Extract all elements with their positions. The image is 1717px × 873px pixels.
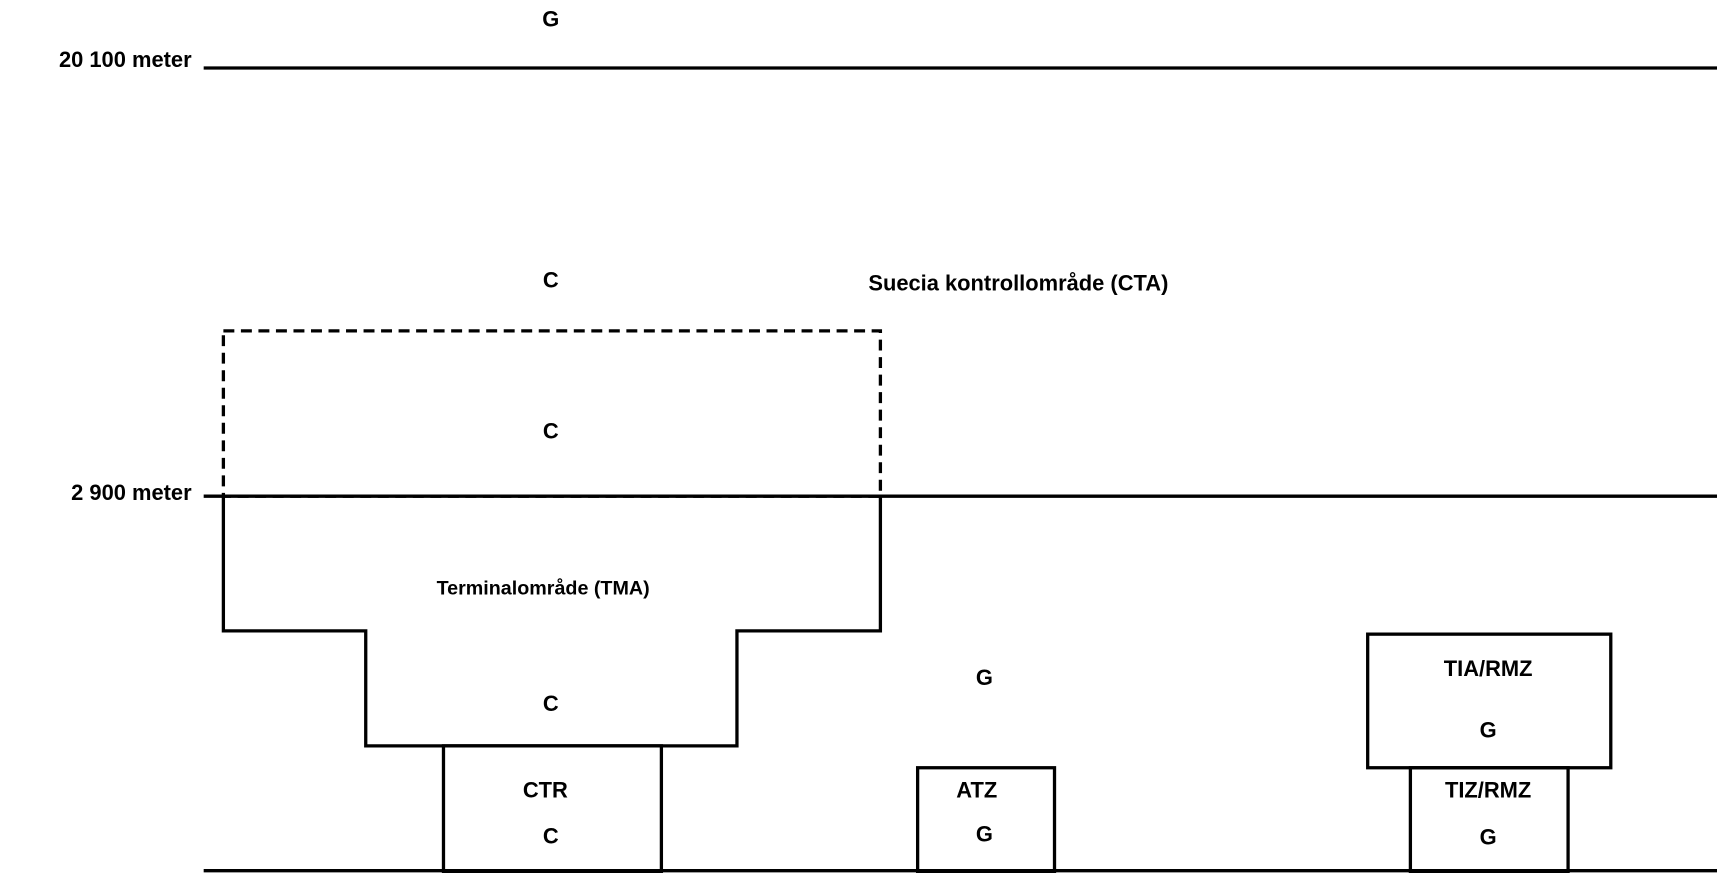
class-label: C <box>543 418 559 443</box>
tia-box <box>1366 632 1613 770</box>
class-label: G <box>976 665 993 690</box>
class-label: G <box>1480 825 1497 850</box>
tiz-label: TIZ/RMZ <box>1445 778 1531 803</box>
class-label: G <box>542 7 559 32</box>
class-label: C <box>543 267 559 292</box>
ctr-label: CTR <box>523 778 568 803</box>
atz-label: ATZ <box>956 778 997 803</box>
ctr-box <box>441 744 664 873</box>
class-label: C <box>543 691 559 716</box>
dashed-area <box>221 329 883 498</box>
tia-label: TIA/RMZ <box>1444 656 1533 681</box>
class-label: C <box>543 824 559 849</box>
class-label: G <box>1480 717 1497 742</box>
tma-label: Terminalområde (TMA) <box>437 576 650 599</box>
cta-label: Suecia kontrollområde (CTA) <box>868 271 1168 296</box>
altitude-label: 20 100 meter <box>59 47 192 72</box>
altitude-label: 2 900 meter <box>71 480 192 505</box>
class-label: G <box>976 821 993 846</box>
